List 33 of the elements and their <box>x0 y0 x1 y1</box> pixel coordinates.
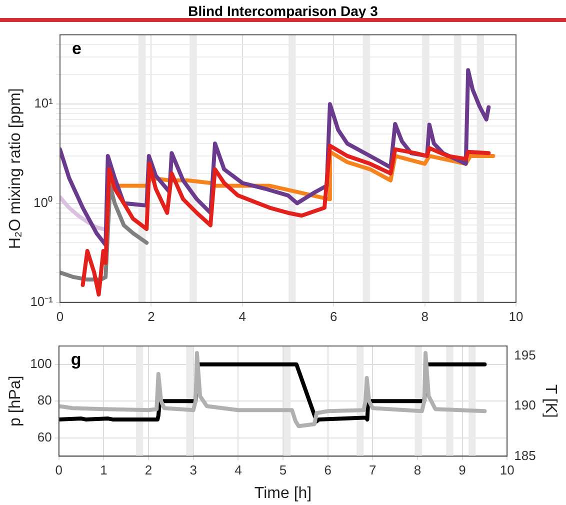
y2-tick-label: 195 <box>514 348 536 363</box>
x-tick-label: 8 <box>414 462 422 478</box>
x-tick-label: 7 <box>369 462 376 478</box>
annotation: g <box>70 350 82 370</box>
y-tick-label: 100 <box>30 356 52 371</box>
y-tick-label: 10¹ <box>34 96 54 111</box>
x-tick-label: 2 <box>148 308 155 324</box>
annotation: e <box>72 38 82 58</box>
x-tick-label: 4 <box>234 462 242 478</box>
x-tick-label: 5 <box>279 462 287 478</box>
y-tick-label: 80 <box>37 392 52 408</box>
x-tick-label: 4 <box>238 308 246 324</box>
x-tick-label: 6 <box>324 462 332 478</box>
x-tick-label: 0 <box>56 308 64 324</box>
x-tick-label: 3 <box>190 462 197 478</box>
y2-tick-label: 190 <box>514 398 536 413</box>
y-tick-label: 60 <box>37 429 52 444</box>
y-tick-label: 10⁻¹ <box>30 294 54 309</box>
x-tick-label: 0 <box>55 462 63 478</box>
x-axis-title: Time [h] <box>254 484 312 502</box>
x-tick-label: 1 <box>100 462 108 478</box>
y-tick-label: 10⁰ <box>34 194 53 210</box>
x-tick-label: 9 <box>458 462 466 478</box>
y2-axis-title: T [K] <box>542 384 559 418</box>
y2-tick-label: 185 <box>514 448 536 463</box>
x-tick-label: 6 <box>330 308 338 324</box>
chart-title: Blind Intercomparison Day 3 <box>187 3 379 19</box>
y-axis-title: H₂O mixing ratio [ppm] <box>7 88 24 250</box>
x-tick-label: 2 <box>144 462 152 478</box>
x-tick-label: 10 <box>508 308 524 324</box>
x-tick-label: 10 <box>500 462 514 478</box>
x-tick-label: 8 <box>421 308 428 324</box>
y-axis-title: p [hPa] <box>7 376 24 426</box>
